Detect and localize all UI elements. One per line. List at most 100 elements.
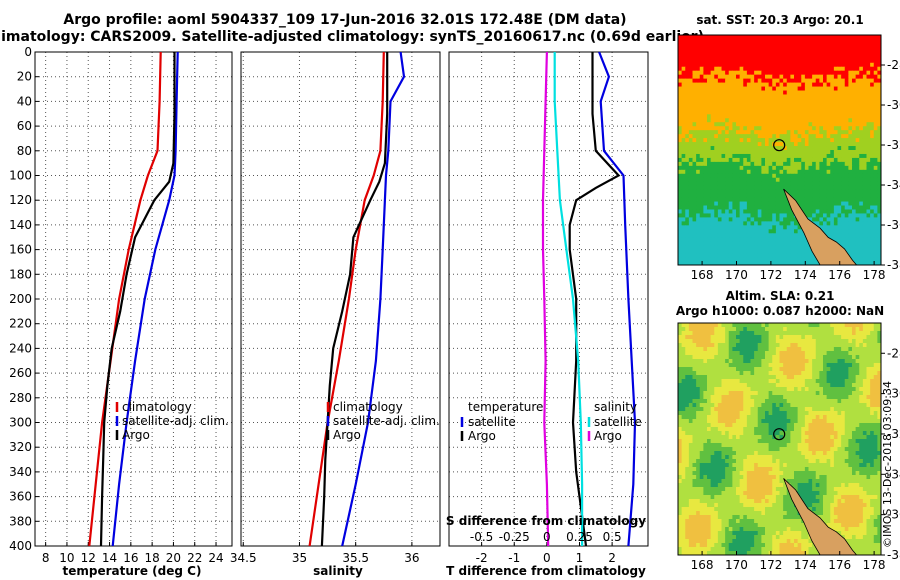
map-cell [873,423,878,428]
map-cell [870,261,875,266]
map-cell [833,391,839,396]
map-cell [688,347,694,352]
map-cell [790,62,795,68]
map-cell [837,138,842,143]
map-cell [837,58,842,64]
map-cell [721,70,726,76]
map-cell [862,197,868,203]
map-cell [736,225,741,230]
map-cell [797,173,802,179]
map-cell [746,351,752,356]
map-cell [823,94,828,99]
map-cell [765,407,770,412]
map-cell [739,46,744,52]
map-cell [877,193,882,199]
map-cell [823,130,828,135]
map-cell [852,213,857,218]
map-cell [678,367,683,372]
map-cell [844,427,849,432]
map-cell [761,118,766,123]
map-cell [732,217,737,222]
map-cell [804,391,810,396]
map-cell [823,102,828,107]
map-cell [728,46,733,52]
map-cell [786,213,791,218]
map-cell [815,102,820,107]
map-cell [866,391,871,396]
map-cell [866,403,871,408]
map-cell [699,138,704,143]
map-cell [721,169,726,175]
map-cell [739,241,744,246]
map-cell [732,331,737,336]
map-cell [732,335,737,340]
map-cell [775,66,781,72]
map-cell [870,371,875,376]
map-cell [855,86,860,92]
map-cell [844,35,849,40]
map-cell [812,363,817,368]
map-cell [725,383,730,388]
map-cell [775,363,781,368]
map-cell [873,217,878,222]
map-cell [859,58,864,64]
map-cell [761,379,766,384]
map-cell [823,343,828,348]
map-cell [870,58,875,64]
map-cell [750,98,755,103]
map-cell [804,395,810,400]
map-cell [841,371,846,376]
map-cell [862,379,868,384]
map-cell [678,197,683,203]
map-cell [681,375,686,380]
map-cell [685,249,690,254]
map-cell [786,42,791,48]
map-cell [830,38,835,44]
plot-frame [448,51,649,547]
map-cell [823,395,828,400]
map-cell [862,419,868,424]
map-cell [746,233,752,238]
map-cell [837,165,842,171]
map-cell [736,35,741,40]
map-cell [678,110,683,115]
map-cell [862,70,868,76]
map-cell [870,419,875,424]
map-cell [812,209,817,214]
map-cell [696,201,701,207]
map-cell [775,423,781,428]
map-cell [830,50,835,56]
map-cell [830,331,835,336]
map-cell [696,363,701,368]
map-cell [877,74,882,80]
map-cell [685,213,690,218]
map-cell [746,201,752,207]
map-cell [870,379,875,384]
map-cell [768,138,773,143]
map-cell [736,150,741,155]
map-cell [746,257,752,262]
map-cell [819,54,824,60]
map-cell [804,189,810,195]
map-cell [714,351,719,356]
map-cell [830,185,835,191]
map-cell [779,134,784,139]
map-cell [688,415,694,420]
map-cell [819,177,824,183]
map-cell [848,213,853,218]
map-cell [750,130,755,135]
map-cell [754,201,759,207]
map-cell [761,38,766,44]
map-cell [688,339,694,344]
map-cell [873,395,878,400]
map-cell [714,371,719,376]
map-cell [830,126,835,131]
map-cell [855,110,860,115]
map-cell [783,138,788,143]
map-cell [739,90,744,95]
map-cell [830,233,835,238]
map-cell [819,189,824,195]
map-cell [688,42,694,48]
map-cell [794,126,799,131]
map-cell [870,427,875,432]
